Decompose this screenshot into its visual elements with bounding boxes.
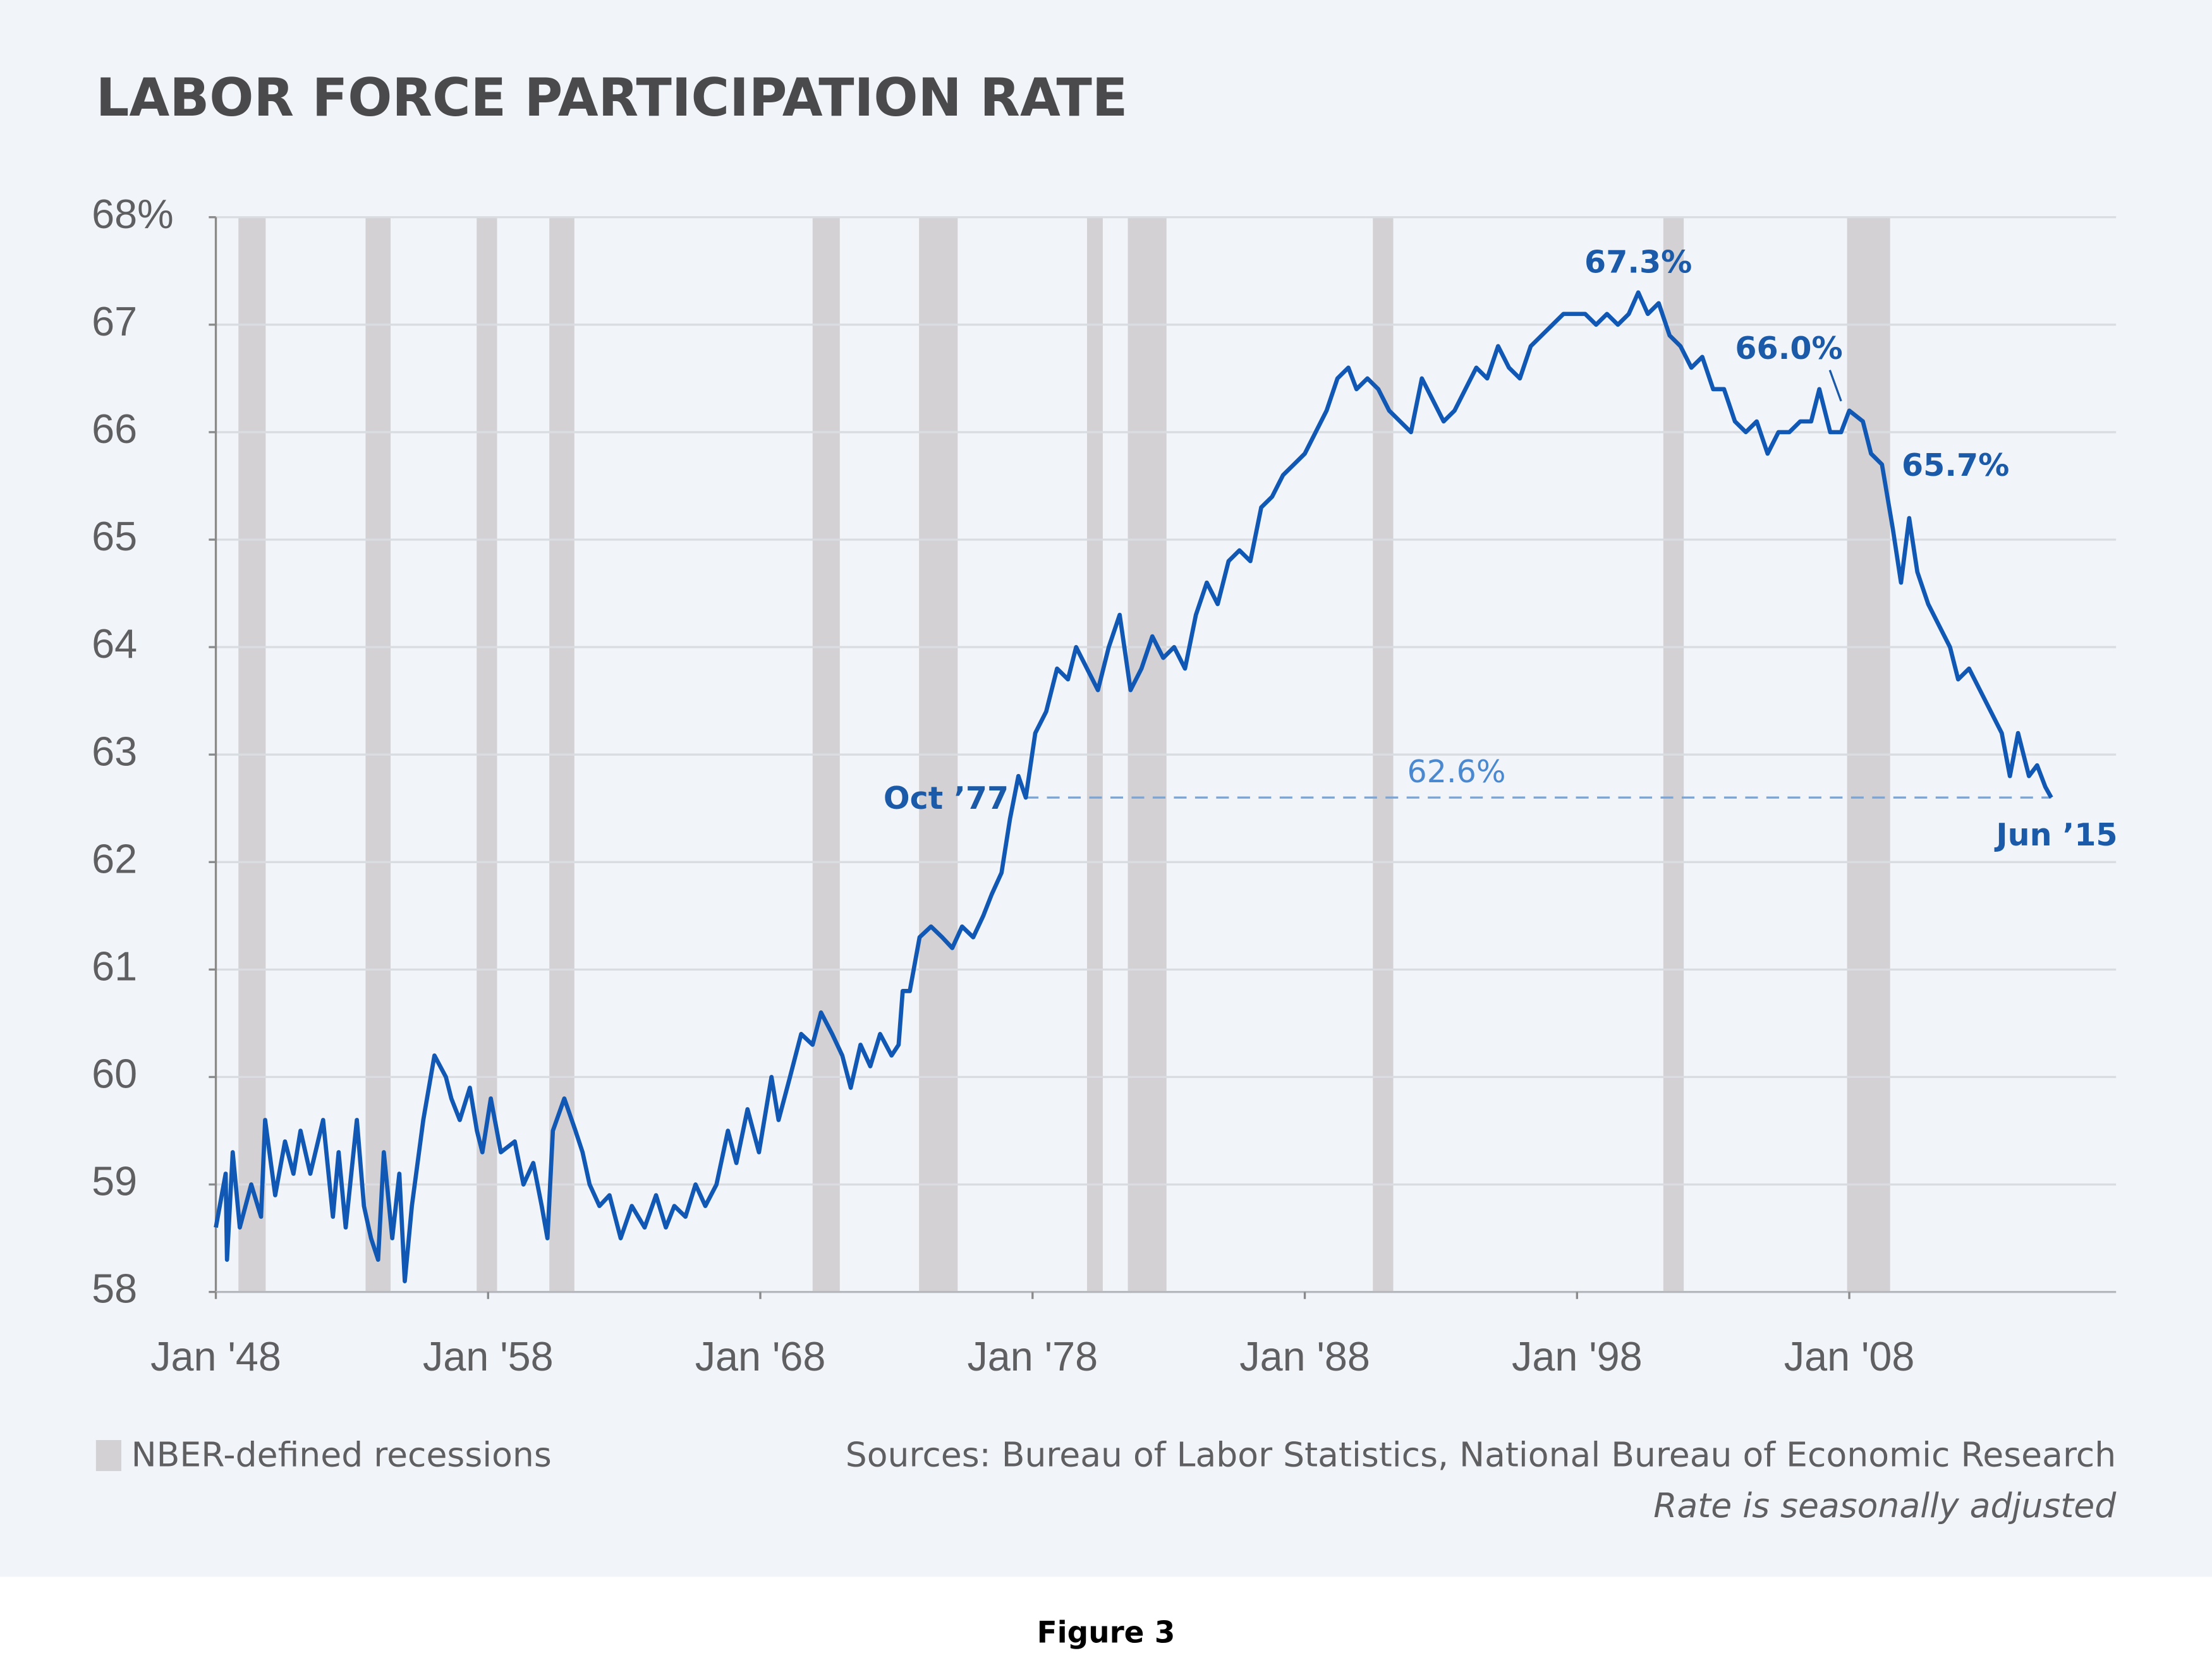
- y-tick-label: 58: [92, 1266, 137, 1312]
- y-tick-label: 66: [92, 406, 137, 452]
- annotation-leader: [1828, 370, 1842, 402]
- annotation: Jun ’15: [1994, 816, 2117, 853]
- x-tick-label: Jan '98: [1512, 1333, 1643, 1379]
- sources: Sources: Bureau of Labor Statistics, Nat…: [846, 1434, 2116, 1474]
- y-tick-label: 63: [92, 728, 137, 774]
- y-tick-label: 61: [92, 943, 137, 989]
- y-tick-label: 67: [92, 298, 137, 344]
- y-tick-label: 68%: [92, 191, 174, 237]
- annotation: 65.7%: [1902, 447, 2009, 483]
- chart-title: LABOR FORCE PARTICIPATION RATE: [96, 68, 1127, 128]
- annotation: 67.3%: [1584, 244, 1692, 281]
- x-tick-label: Jan '08: [1784, 1333, 1915, 1379]
- legend-swatch: [95, 1440, 121, 1472]
- plot-area: 58 59 60 61 62 63 64 65 66 67 68% Jan '48 Jan '58 Jan…: [92, 191, 2117, 1379]
- y-tick-label: 60: [92, 1051, 137, 1097]
- x-tick-label: Jan '58: [423, 1333, 554, 1379]
- x-tick-label: Jan '88: [1239, 1333, 1370, 1379]
- y-tick-label: 59: [92, 1158, 137, 1204]
- note: Rate is seasonally adjusted: [1653, 1486, 2117, 1525]
- x-tick-label: Jan '68: [695, 1333, 826, 1379]
- y-tick-label: 64: [92, 621, 137, 667]
- annotation: Oct ’77: [884, 780, 1009, 816]
- x-tick-label: Jan '48: [150, 1333, 281, 1379]
- legend-label: NBER-defined recessions: [131, 1434, 552, 1474]
- annotation: 66.0%: [1735, 330, 1842, 366]
- reference-label: 62.6%: [1407, 753, 1506, 790]
- x-tick-label: Jan '78: [967, 1333, 1098, 1379]
- y-tick-label: 65: [92, 513, 137, 559]
- figure-caption: Figure 3: [1037, 1616, 1176, 1650]
- y-tick-label: 62: [92, 835, 137, 881]
- data-line: [214, 290, 2053, 1283]
